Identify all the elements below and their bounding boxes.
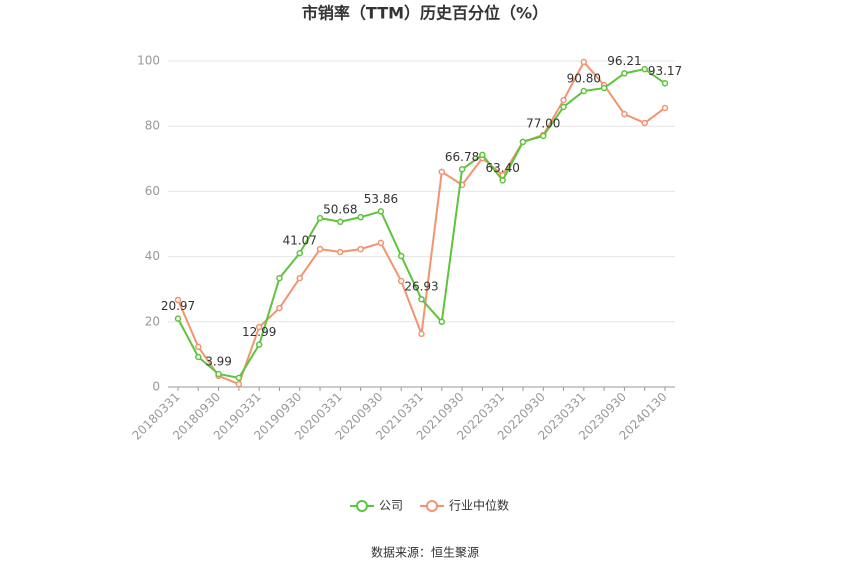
data-point (580, 87, 588, 95)
data-label: 41.07 (283, 234, 317, 248)
data-point (600, 84, 608, 92)
data-point (255, 323, 263, 331)
data-label: 3.99 (205, 354, 232, 368)
y-tick-label: 80 (145, 119, 160, 133)
data-point (418, 295, 425, 303)
legend-label: 公司 (379, 499, 403, 513)
data-point (357, 213, 364, 221)
data-point (479, 151, 486, 159)
data-point (641, 65, 648, 73)
data-point (621, 110, 628, 118)
data-point (438, 168, 446, 176)
data-label: 66.78 (445, 150, 479, 164)
data-point (235, 374, 243, 382)
data-point (174, 315, 182, 322)
data-point (255, 341, 263, 348)
data-point (296, 274, 303, 282)
data-point (195, 343, 202, 351)
y-tick-label: 100 (137, 54, 160, 68)
data-point (337, 248, 344, 256)
data-point (357, 245, 364, 253)
data-point (276, 274, 283, 282)
source: 数据来源：恒生聚源 (371, 545, 479, 560)
data-point (316, 245, 324, 253)
data-point (418, 330, 425, 338)
data-point (377, 239, 385, 247)
data-point (235, 380, 243, 388)
data-point (560, 103, 567, 111)
data-point (458, 166, 466, 173)
data-point (621, 70, 628, 77)
y-tick-label: 60 (145, 184, 160, 198)
data-point (438, 318, 446, 326)
data-point (641, 119, 648, 127)
data-label: 12.99 (242, 325, 276, 339)
data-point (377, 208, 385, 215)
data-point (519, 138, 527, 146)
data-point (215, 370, 222, 378)
data-label: 20.97 (161, 299, 195, 313)
data-label: 90.80 (567, 71, 601, 85)
legend-marker (426, 500, 438, 512)
chart-title: 市销率（TTM）历史百分位（%） (302, 4, 548, 23)
data-point (276, 304, 283, 312)
data-point (580, 58, 588, 66)
data-point (397, 252, 405, 260)
y-tick-label: 20 (145, 314, 160, 328)
data-label: 53.86 (364, 192, 398, 206)
legend-marker (356, 500, 368, 512)
data-label: 50.68 (323, 202, 357, 216)
data-label: 77.00 (526, 116, 560, 130)
data-point (661, 80, 669, 87)
legend-label: 行业中位数 (449, 498, 509, 513)
data-point (540, 132, 547, 140)
data-label: 26.93 (404, 280, 438, 294)
data-point (661, 104, 669, 112)
data-point (296, 249, 303, 257)
data-point (195, 353, 202, 361)
data-point (174, 296, 182, 304)
data-label: 93.17 (648, 64, 682, 78)
data-point (499, 177, 506, 184)
data-point (560, 96, 567, 104)
data-label: 63.40 (485, 161, 519, 175)
data-point (316, 214, 324, 222)
y-tick-label: 0 (152, 380, 160, 394)
data-point (337, 218, 344, 226)
data-label: 96.21 (607, 54, 641, 68)
data-point (397, 277, 405, 285)
y-tick-label: 40 (145, 249, 160, 263)
